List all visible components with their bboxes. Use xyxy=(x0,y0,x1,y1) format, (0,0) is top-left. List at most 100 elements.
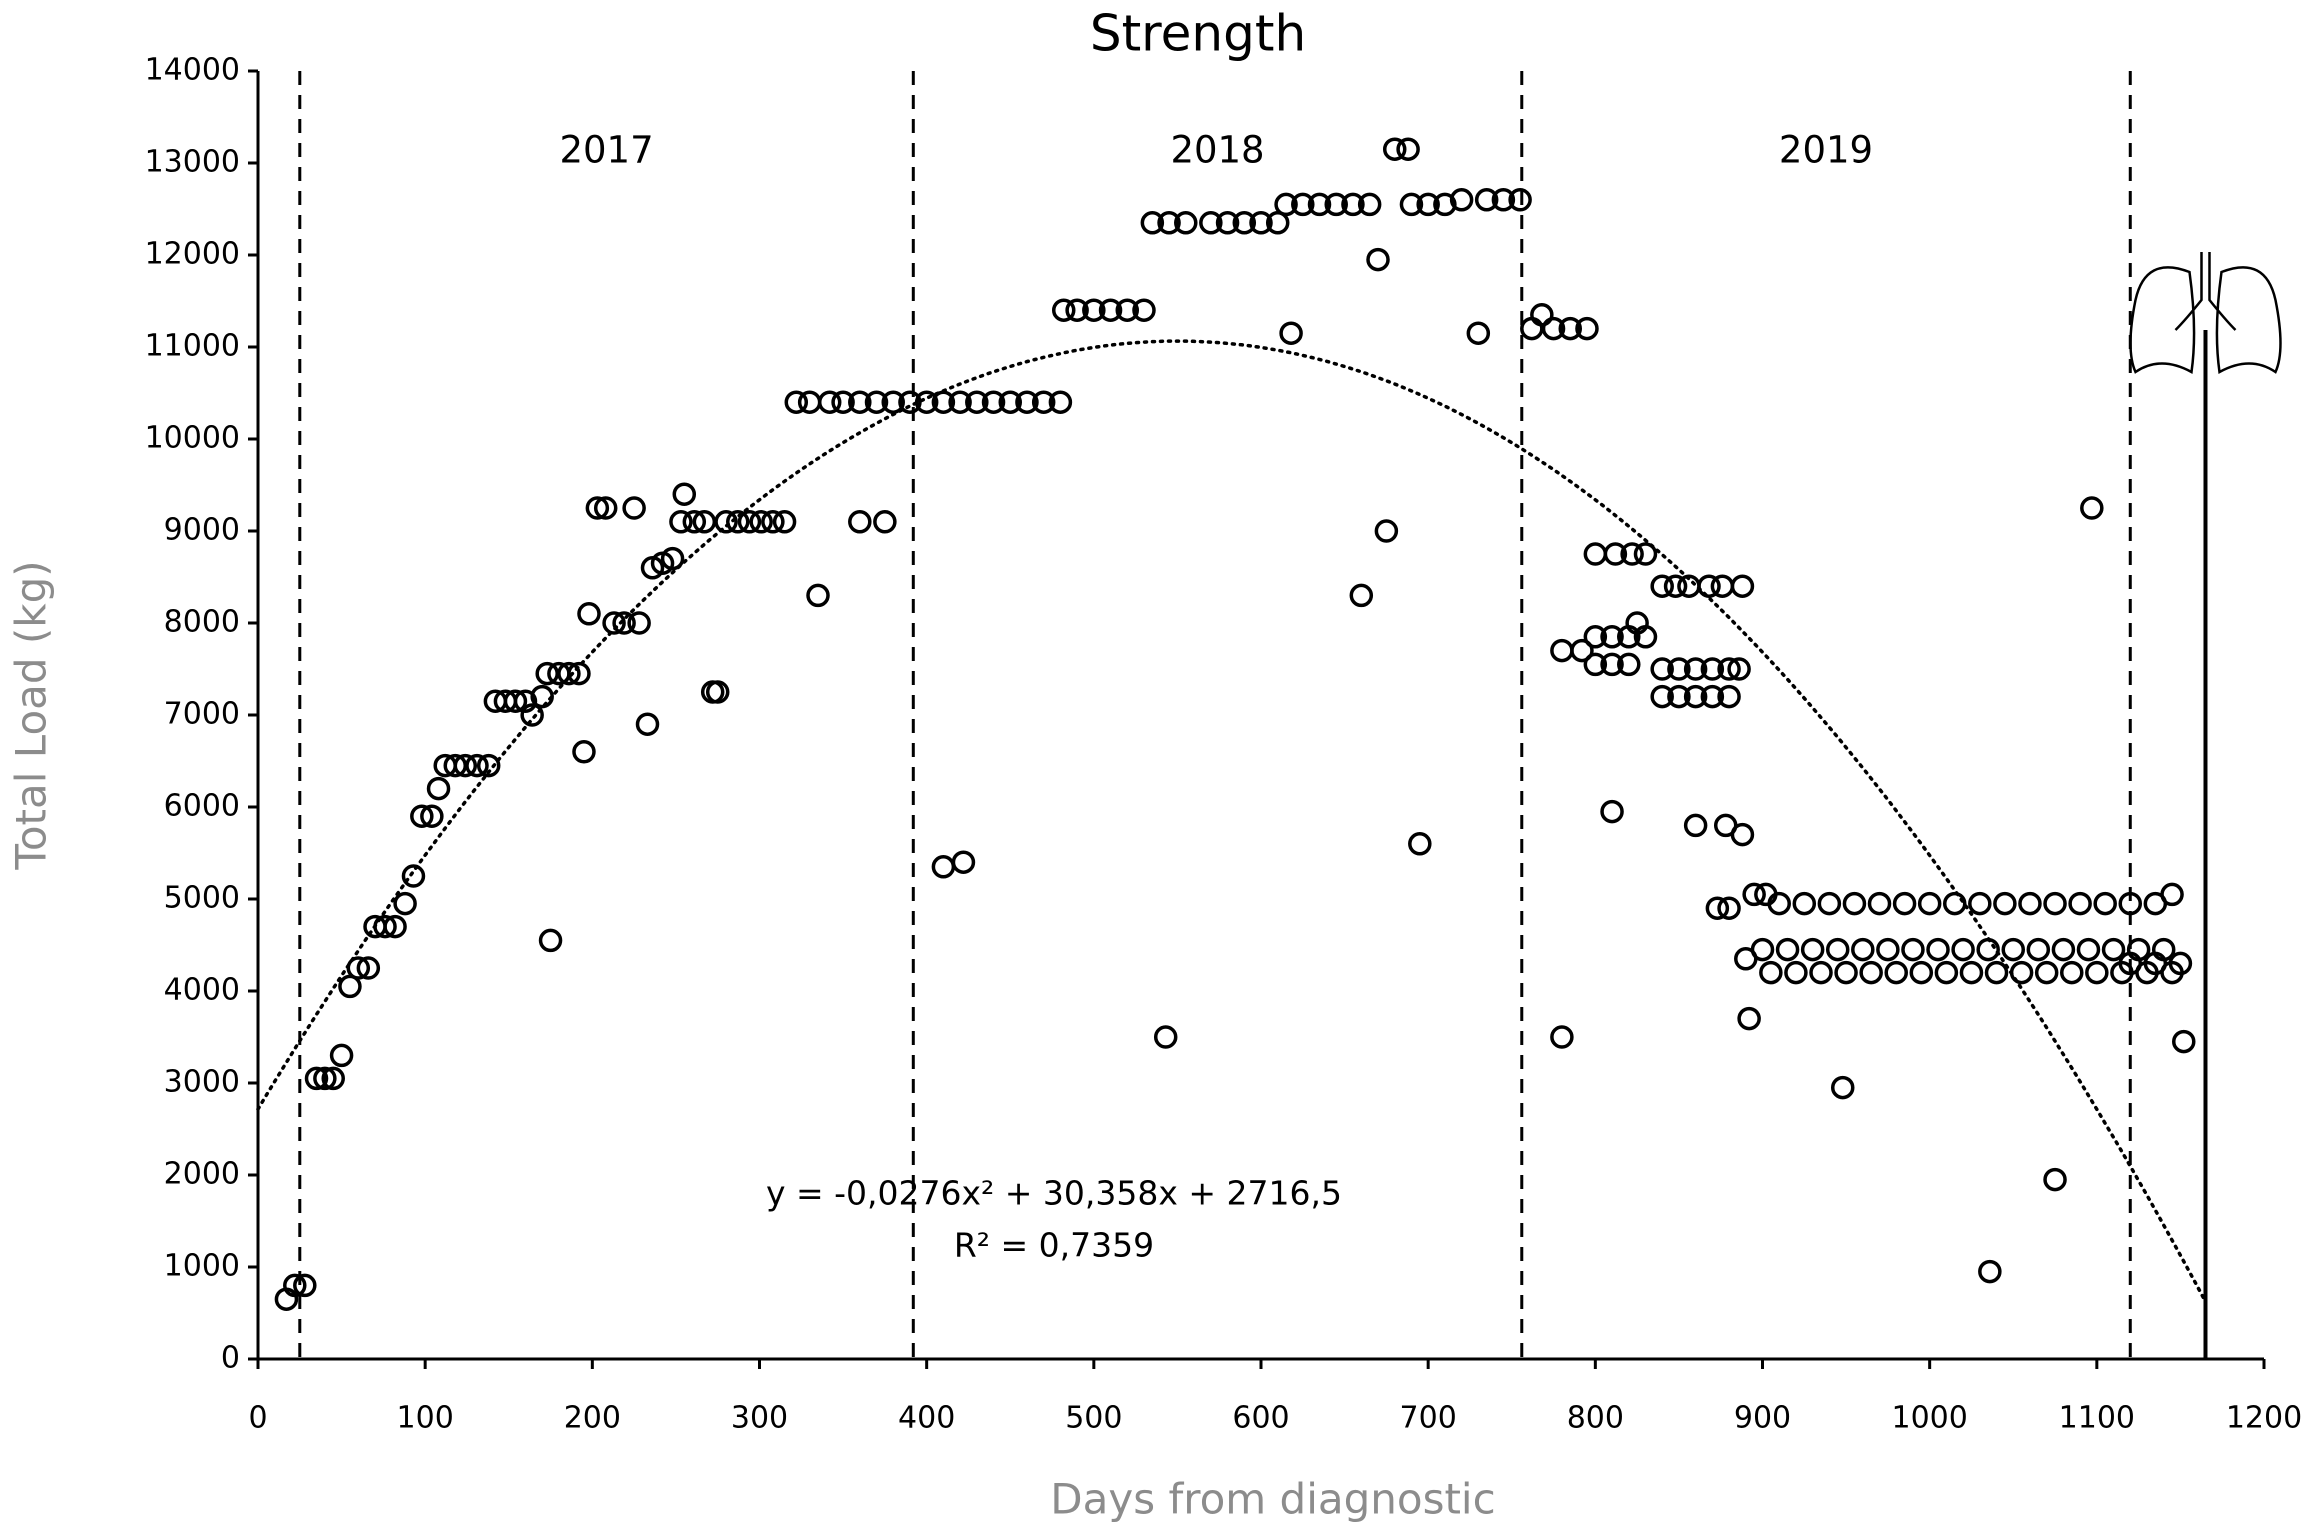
data-point xyxy=(772,510,797,534)
data-point xyxy=(1115,298,1140,322)
data-point xyxy=(948,390,972,414)
data-point xyxy=(1978,1259,2002,1284)
data-point xyxy=(1570,638,1594,663)
data-point xyxy=(2118,951,2143,976)
data-point xyxy=(1730,822,1755,847)
data-point xyxy=(682,510,707,534)
y-tick-label: 13000 xyxy=(145,145,240,180)
data-point xyxy=(1892,891,1917,916)
data-point xyxy=(1530,303,1554,327)
y-tick-label: 2000 xyxy=(164,1157,240,1192)
data-point xyxy=(593,496,618,520)
data-point xyxy=(2018,891,2042,916)
data-point xyxy=(749,510,773,534)
data-point xyxy=(1750,937,1775,962)
data-point xyxy=(1157,211,1181,235)
data-point xyxy=(931,855,956,879)
data-point xyxy=(1683,684,1708,709)
data-point xyxy=(635,712,660,736)
x-tick-label: 300 xyxy=(731,1401,788,1436)
data-point xyxy=(1663,574,1688,598)
data-point xyxy=(401,864,426,888)
y-tick-label: 3000 xyxy=(164,1065,240,1100)
data-point xyxy=(2076,937,2101,962)
x-tick-label: 400 xyxy=(898,1401,955,1436)
data-point xyxy=(1558,316,1583,341)
lung-icon xyxy=(2129,252,2282,374)
data-point xyxy=(1683,813,1708,838)
data-point xyxy=(1132,298,1156,322)
data-point xyxy=(383,914,407,939)
data-point xyxy=(1541,316,1566,341)
data-point xyxy=(1433,192,1457,217)
data-point xyxy=(1416,192,1440,217)
data-point xyxy=(1650,657,1674,681)
data-point xyxy=(1934,960,1959,985)
data-point xyxy=(1550,638,1574,663)
data-point xyxy=(2009,960,2034,985)
data-point xyxy=(848,510,872,534)
data-point xyxy=(1603,542,1628,566)
x-tick-label: 1100 xyxy=(2059,1401,2135,1436)
period-label: 2019 xyxy=(1779,129,1873,172)
data-point xyxy=(1959,960,1984,985)
data-point xyxy=(1705,896,1730,920)
data-point xyxy=(1710,574,1735,598)
data-point xyxy=(831,390,855,414)
x-tick-label: 1000 xyxy=(1891,1401,1967,1436)
data-point xyxy=(737,510,762,534)
trend-r2: R² = 0,7359 xyxy=(954,1226,1154,1265)
data-point xyxy=(393,891,417,916)
data-point xyxy=(672,482,697,506)
trend-equation: y = -0,0276x² + 30,358x + 2716,5 xyxy=(766,1174,1342,1213)
data-point xyxy=(981,390,1006,414)
data-point xyxy=(1600,625,1624,649)
data-point xyxy=(1015,390,1039,414)
data-point xyxy=(2060,960,2084,985)
data-point xyxy=(1759,960,1783,985)
data-point xyxy=(1867,891,1892,916)
data-point xyxy=(2143,951,2168,976)
data-point xyxy=(1153,1025,1178,1049)
data-point xyxy=(2093,891,2117,916)
data-point xyxy=(622,496,646,520)
data-point xyxy=(585,496,610,520)
data-point xyxy=(761,510,785,534)
data-point xyxy=(2068,891,2092,916)
x-tick-label: 700 xyxy=(1400,1401,1457,1436)
data-point xyxy=(1901,937,1925,962)
data-point xyxy=(567,661,591,686)
data-point xyxy=(1575,316,1599,341)
data-point xyxy=(1174,211,1198,235)
data-point xyxy=(1408,832,1432,856)
data-point xyxy=(1697,574,1721,598)
data-point xyxy=(1683,657,1708,681)
data-point xyxy=(914,390,939,414)
data-point xyxy=(1767,891,1791,916)
data-point xyxy=(338,974,362,999)
x-axis-label: Days from diagnostic xyxy=(1050,1475,1495,1524)
data-point xyxy=(2043,891,2067,916)
data-point xyxy=(1984,960,2009,985)
data-point xyxy=(1834,960,1858,985)
data-point xyxy=(538,928,563,953)
data-point xyxy=(304,1066,329,1091)
x-tick-label: 900 xyxy=(1734,1401,1791,1436)
data-point xyxy=(557,661,581,686)
data-point xyxy=(2034,960,2059,985)
data-point xyxy=(329,1043,354,1068)
data-point xyxy=(1667,657,1691,681)
data-point xyxy=(2051,937,2076,962)
data-point xyxy=(817,390,842,414)
data-point xyxy=(612,611,636,635)
data-point xyxy=(1051,298,1076,322)
data-point xyxy=(476,753,501,778)
data-point xyxy=(931,390,956,414)
y-tick-label: 7000 xyxy=(164,697,240,732)
data-point xyxy=(873,510,897,534)
data-point xyxy=(1324,192,1348,217)
data-point xyxy=(1717,684,1741,709)
data-point xyxy=(1727,657,1751,681)
y-tick-label: 6000 xyxy=(164,789,240,824)
data-point xyxy=(806,583,830,608)
